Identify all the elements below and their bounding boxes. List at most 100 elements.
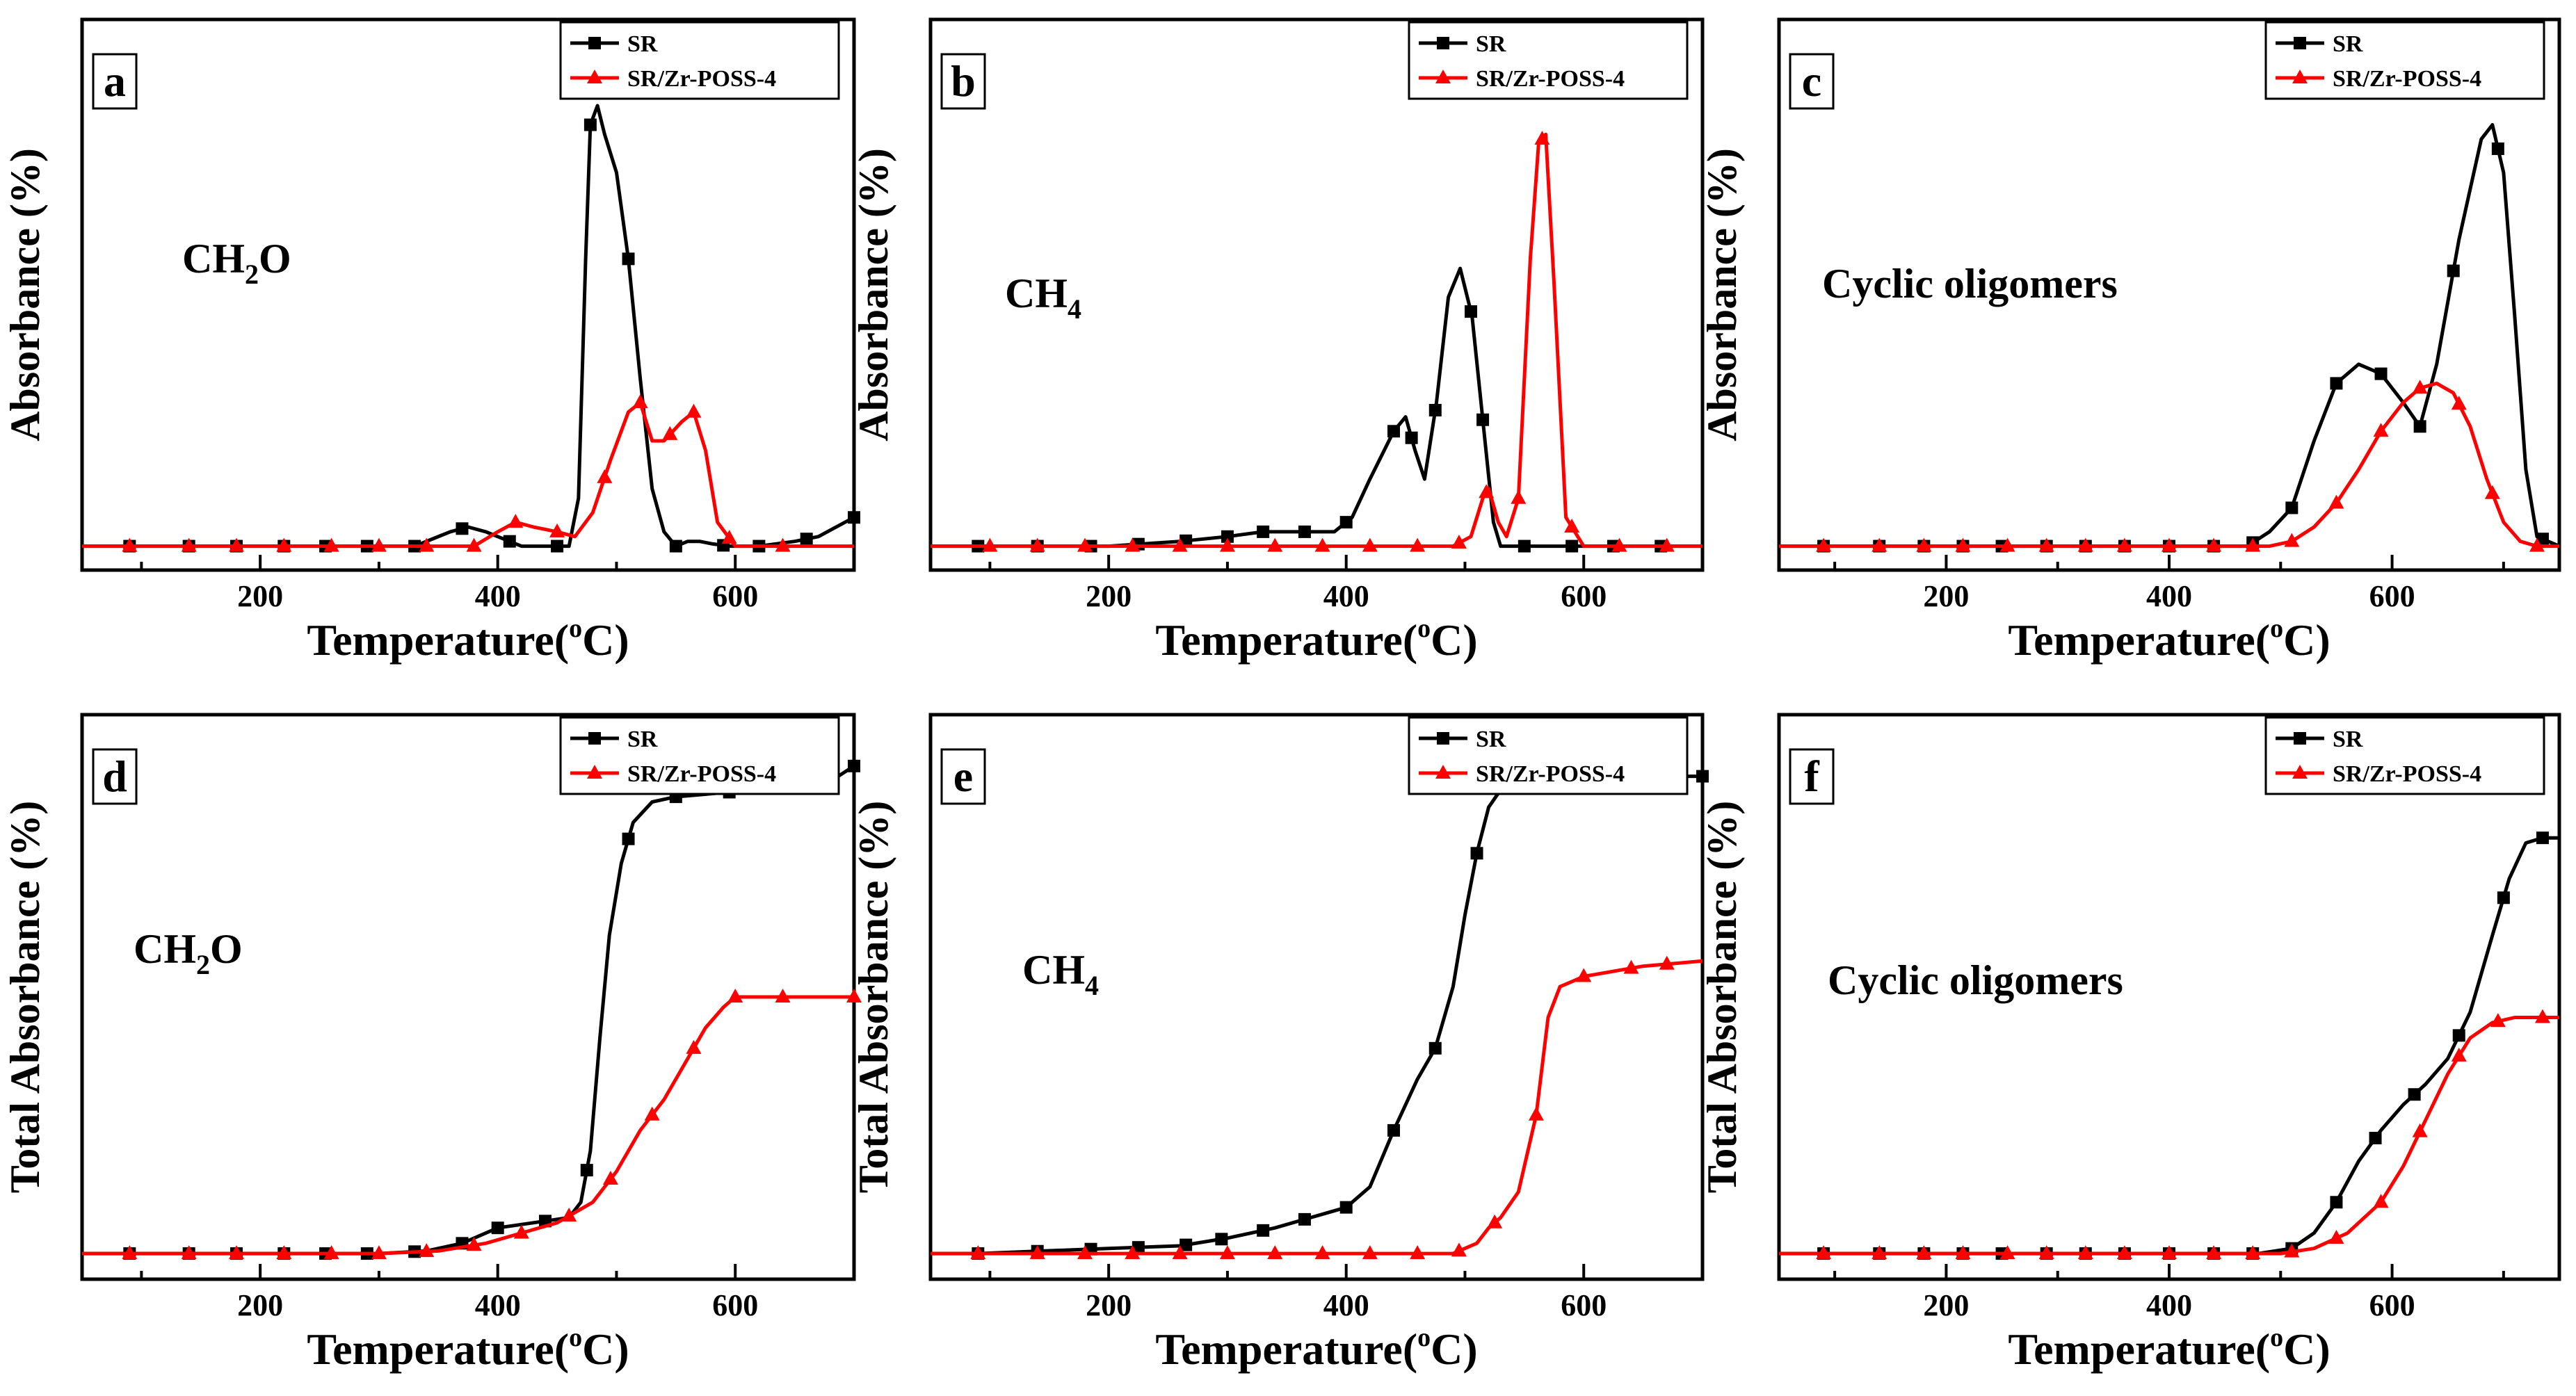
series-sr [931,266,1702,553]
species-label: Cyclic oligomers [1822,261,2118,307]
legend: SR SR/Zr-POSS-4 [2264,716,2545,795]
data-point [1257,1224,1270,1237]
species-tail: O [259,236,291,282]
panel-letter: c [1802,56,1821,106]
x-tick-label: 600 [2369,1288,2415,1322]
data-point [371,1245,387,1260]
data-point [503,535,516,548]
x-tick-label: 200 [237,1288,283,1322]
data-point [1339,1201,1353,1214]
series-line [1779,381,2559,549]
x-tick-label: 400 [475,579,521,613]
species-label: CH4 [1022,947,1099,1001]
series-sr-zr-poss-4 [1779,380,2559,552]
data-point [1029,537,1045,552]
data-point [2116,537,2132,552]
data-point [1816,537,1832,552]
x-axis-title: Temperature(oC) [1155,614,1477,665]
data-point [846,989,862,1003]
legend-box [559,21,840,100]
data-point [1298,1212,1311,1226]
x-axis-title-text: Temperature [307,615,554,665]
data-point [1916,1245,1932,1260]
legend-box [2264,716,2545,795]
data-point [1428,1041,1442,1055]
x-axis-title-text: Temperature [1155,615,1403,665]
data-point [1029,1245,1045,1260]
data-point [1215,1233,1228,1246]
data-point [1410,537,1426,552]
x-tick-label: 200 [1923,1288,1969,1322]
data-point [1077,537,1093,552]
data-point [2116,1245,2132,1260]
data-point [1125,537,1141,552]
x-tick-label: 400 [1323,579,1369,613]
data-point [2451,1047,2467,1062]
data-point [1172,1245,1188,1260]
x-tick-label: 200 [237,579,283,613]
x-tick-label: 200 [1086,579,1132,613]
panel-letter-box [1789,53,1835,110]
species-subscript: 2 [196,949,210,980]
species-main: Cyclic oligomers [1828,957,2123,1003]
data-point [1465,305,1477,318]
legend-label: SR [1476,727,1506,752]
legend-label: SR/Zr-POSS-4 [1476,66,1625,92]
data-point [1534,131,1550,145]
data-point [727,989,743,1003]
data-point [2038,537,2054,552]
chart-panel-a: 200 400 600 Temperature(oC) Absorbance (%) CH… [2,17,860,665]
data-point [721,530,737,544]
legend-box [2264,21,2545,100]
data-point [1487,1214,1503,1228]
series-line [82,995,854,1256]
data-point [2162,537,2177,552]
data-point [1180,1238,1193,1251]
legend-marker-triangle [587,765,602,779]
legend-label: SR/Zr-POSS-4 [2333,66,2481,92]
species-subscript: 4 [1068,293,1081,325]
legend-marker-triangle [2292,70,2308,83]
series-sr [1779,123,2560,553]
data-point [1314,537,1330,552]
data-point [848,511,860,524]
panel-letter: e [953,752,973,801]
data-point [1219,537,1235,552]
series-line [82,104,855,549]
data-point [2452,1029,2465,1042]
series-line [82,764,855,1256]
data-point [632,393,648,408]
data-point [181,537,197,552]
data-point [2536,533,2549,546]
data-point [1387,1123,1400,1137]
data-point [122,1245,138,1260]
x-axis-title-text: Temperature [2008,615,2255,665]
data-point [1298,525,1311,538]
data-point [1528,1106,1544,1121]
data-point [1077,1245,1093,1260]
chart-panel-d: 200 400 600 Temperature(oC) Total Absorbance… [2,713,862,1374]
data-point [1659,955,1675,970]
legend-marker-triangle [1435,70,1451,83]
x-axis-unit-degree: o [1417,1323,1431,1352]
data-point [551,539,564,553]
series-line [1779,123,2560,549]
legend-marker-square [2294,732,2306,745]
legend: SR SR/Zr-POSS-4 [1408,21,1689,100]
x-axis-title-text: Temperature [2008,1324,2255,1374]
data-point [1314,1245,1330,1260]
data-point [1387,425,1400,438]
species-subscript: 4 [1085,970,1099,1001]
x-tick-label: 200 [1923,579,1969,613]
legend-label: SR [1476,31,1506,57]
data-point [2497,891,2510,904]
data-point [1623,959,1639,974]
data-point [2328,1229,2344,1244]
species-subscript: 2 [245,259,259,290]
data-point [1267,537,1283,552]
data-point [644,1106,660,1121]
data-point [1999,537,2015,552]
panel-letter-box [92,748,138,805]
species-main: CH [134,926,196,972]
x-axis-title-text: Temperature [307,1324,554,1374]
